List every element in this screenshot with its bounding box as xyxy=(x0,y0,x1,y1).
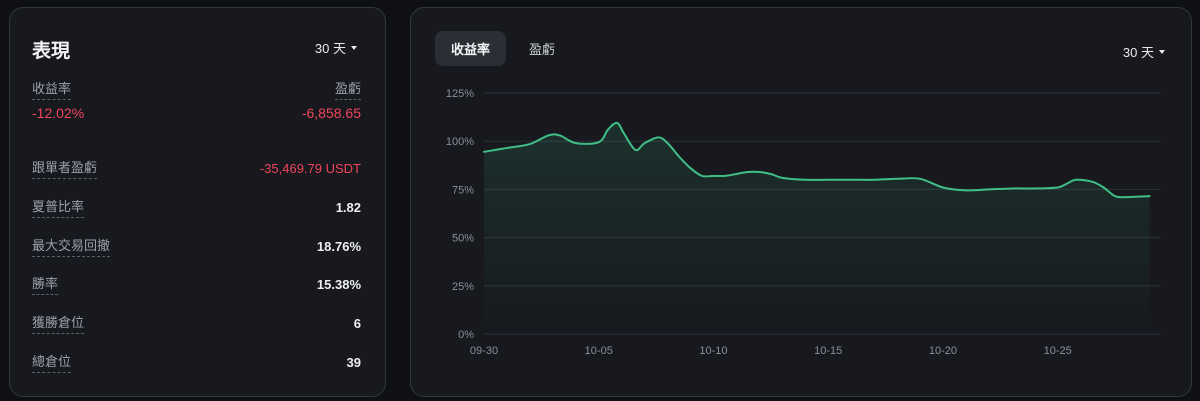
data-point xyxy=(759,171,761,173)
data-point xyxy=(559,135,561,137)
data-point xyxy=(1149,195,1151,197)
data-point xyxy=(607,129,609,131)
period-dropdown[interactable]: 30 天 xyxy=(315,38,357,57)
y-tick-label: 0% xyxy=(458,329,474,341)
x-tick-label: 10-10 xyxy=(699,345,727,357)
data-point xyxy=(782,177,784,179)
metric-label: 獲勝倉位 xyxy=(32,312,85,334)
metric-label: 勝率 xyxy=(32,273,59,295)
data-point xyxy=(1011,188,1013,190)
data-point xyxy=(919,178,921,180)
data-point xyxy=(529,143,531,145)
metric-value: 18.76% xyxy=(316,238,361,254)
x-tick-label: 10-25 xyxy=(1044,345,1072,357)
data-point xyxy=(988,189,990,191)
data-point xyxy=(644,142,646,144)
period-label: 30 天 xyxy=(314,41,346,56)
pnl-label: 盈虧 xyxy=(334,78,361,100)
data-point xyxy=(713,175,715,177)
y-tick-label: 75% xyxy=(452,184,474,196)
data-point xyxy=(635,149,637,151)
y-tick-label: 125% xyxy=(446,88,474,100)
data-point xyxy=(690,167,692,169)
data-point xyxy=(736,173,738,175)
chart-panel: 收益率 盈虧 30 天 0% 25% 50% 75% 100% 125% 09-30 10-… xyxy=(410,7,1192,397)
metric-row-win-rate: 勝率 15.38% xyxy=(32,273,361,295)
data-point xyxy=(965,190,967,192)
return-area-fill xyxy=(484,122,1150,335)
data-point xyxy=(575,142,577,144)
data-point xyxy=(658,137,660,139)
data-point xyxy=(1034,188,1036,190)
data-point xyxy=(850,179,852,181)
return-rate-label: 收益率 xyxy=(32,78,72,100)
data-point xyxy=(896,178,898,180)
caret-down-icon xyxy=(351,45,357,50)
data-point xyxy=(827,179,829,181)
data-point xyxy=(547,135,549,137)
metric-label: 總倉位 xyxy=(32,351,72,373)
data-point xyxy=(1114,195,1116,197)
data-point xyxy=(1126,196,1128,198)
metric-value: 39 xyxy=(346,354,361,370)
y-tick-label: 25% xyxy=(452,281,474,293)
data-point xyxy=(1075,179,1077,181)
data-point xyxy=(1103,187,1105,189)
metric-label: 夏普比率 xyxy=(32,196,85,218)
x-tick-label: 10-20 xyxy=(929,345,957,357)
y-tick-label: 50% xyxy=(452,233,474,245)
data-point xyxy=(598,141,600,143)
data-point xyxy=(804,179,806,181)
data-point xyxy=(667,142,669,144)
data-point xyxy=(678,156,680,158)
data-point xyxy=(724,175,726,177)
return-rate-value: -12.02% xyxy=(32,105,85,121)
data-point xyxy=(873,179,875,181)
chart-period-dropdown[interactable]: 30 天 xyxy=(1123,42,1165,61)
data-point xyxy=(770,173,772,175)
metric-value: 6 xyxy=(353,315,361,331)
metric-row-sharpe: 夏普比率 1.82 xyxy=(32,196,361,218)
metric-row-winning-positions: 獲勝倉位 6 xyxy=(32,312,361,334)
metric-label: 跟單者盈虧 xyxy=(32,157,98,179)
performance-title: 表現 xyxy=(32,41,71,62)
performance-panel: 表現 30 天 收益率 盈虧 -12.02% -6,858.65 跟單者盈虧 -… xyxy=(9,7,386,397)
data-point xyxy=(616,122,618,124)
metric-row-copier-pnl: 跟單者盈虧 -35,469.79 USDT xyxy=(32,157,361,179)
data-point xyxy=(1091,181,1093,183)
metric-value: -35,469.79 USDT xyxy=(259,160,361,176)
data-point xyxy=(701,175,703,177)
data-point xyxy=(1057,187,1059,189)
data-point xyxy=(747,171,749,173)
caret-down-icon xyxy=(1159,49,1165,54)
data-point xyxy=(506,147,508,149)
x-tick-label: 10-05 xyxy=(585,345,613,357)
return-series-line xyxy=(483,121,1151,199)
data-point xyxy=(1066,183,1068,185)
chart-period-label: 30 天 xyxy=(1122,45,1154,60)
pnl-value: -6,858.65 xyxy=(301,105,361,121)
metric-row-max-drawdown: 最大交易回撤 18.76% xyxy=(32,235,361,257)
data-point xyxy=(623,133,625,135)
data-point xyxy=(483,151,485,153)
tab-return-rate[interactable]: 收益率 xyxy=(435,31,507,66)
x-tick-label: 09-30 xyxy=(470,345,498,357)
x-tick-label: 10-15 xyxy=(814,345,842,357)
y-tick-label: 100% xyxy=(446,136,474,148)
tab-pnl[interactable]: 盈虧 xyxy=(529,42,556,57)
metric-value: 1.82 xyxy=(335,199,361,215)
metric-value: 15.38% xyxy=(316,276,361,292)
data-point xyxy=(942,187,944,189)
return-rate-chart: 0% 25% 50% 75% 100% 125% 09-30 10-05 10-10 10-15… xyxy=(446,88,1161,357)
metric-label: 最大交易回撤 xyxy=(32,235,111,257)
metric-row-total-positions: 總倉位 39 xyxy=(32,351,361,373)
